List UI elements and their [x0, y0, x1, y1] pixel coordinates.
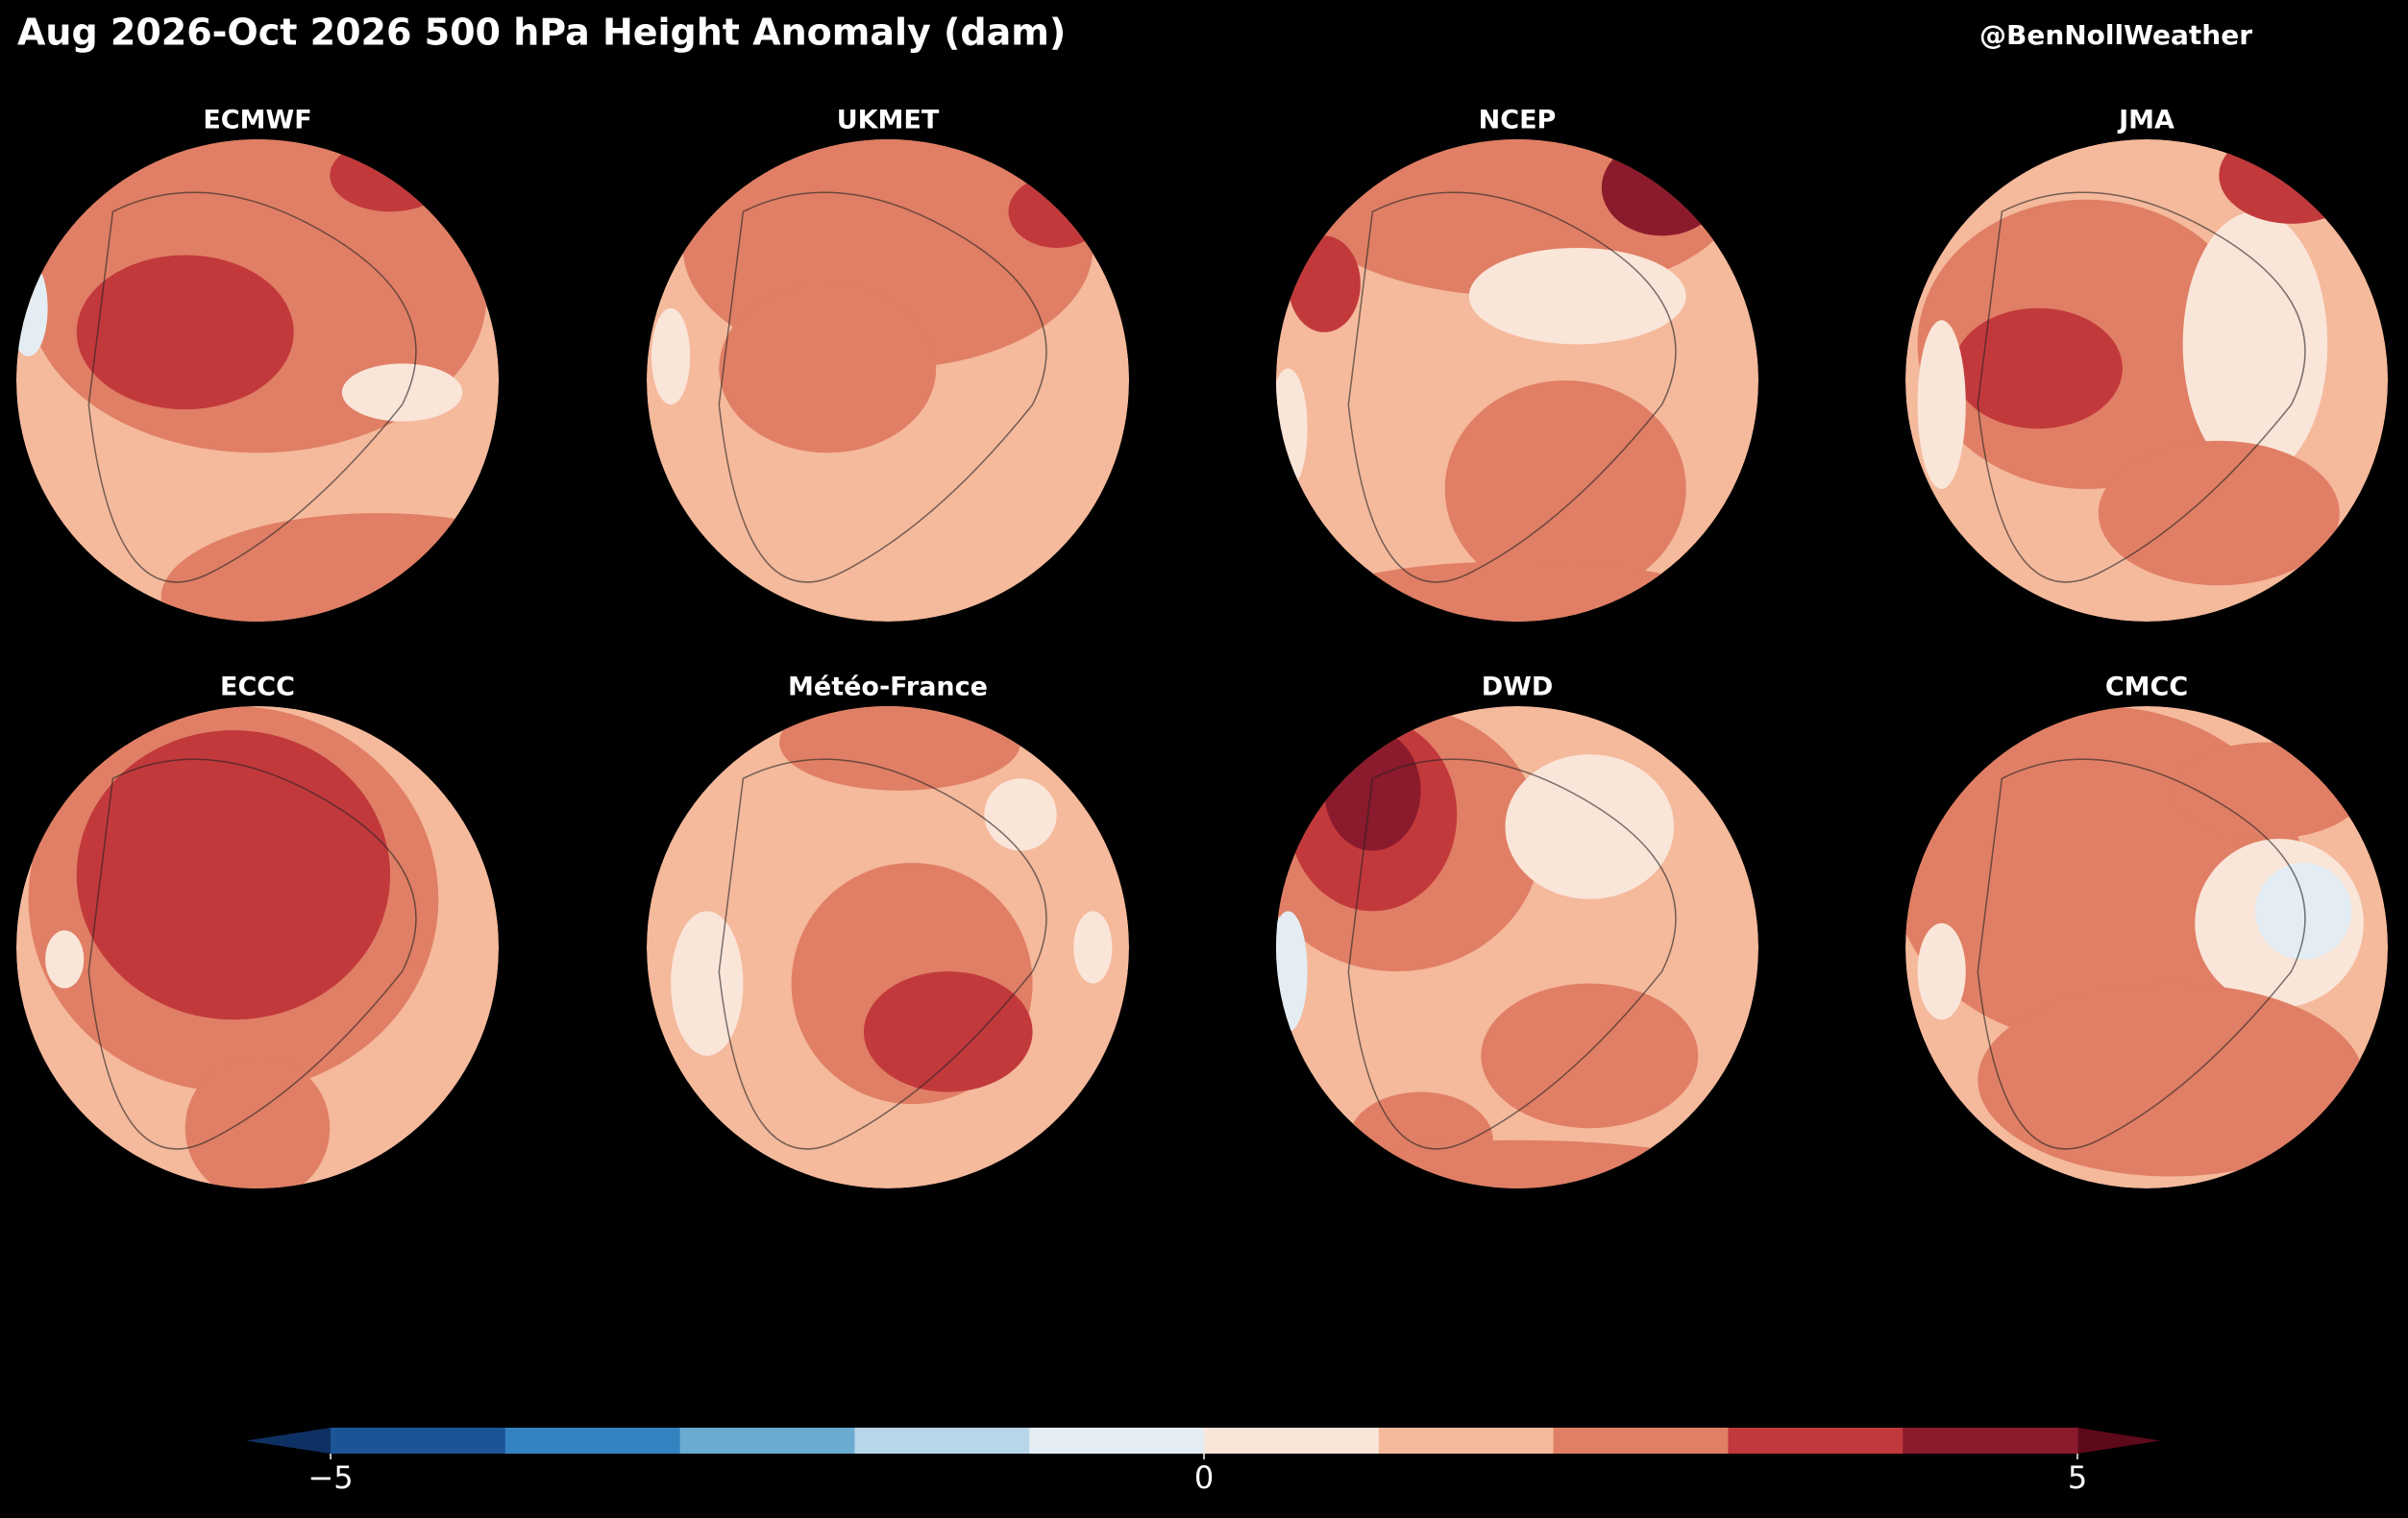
anomaly-area: [2098, 440, 2340, 586]
colorbar-tick-label: 0: [1194, 1459, 1214, 1496]
colorbar-segment: [504, 1428, 681, 1454]
panel-title: Météo-France: [788, 673, 988, 702]
globe: [647, 139, 1129, 622]
panel-title: DWD: [1482, 673, 1554, 702]
anomaly-area: [45, 930, 85, 989]
figure-title: Aug 2026-Oct 2026 500 hPa Height Anomaly…: [17, 12, 1066, 54]
anomaly-area: [76, 255, 294, 410]
anomaly-area: [1444, 380, 1686, 598]
coastline: [1977, 191, 2306, 583]
colorbar-segment: [331, 1428, 506, 1454]
coastline: [1977, 758, 2306, 1150]
coastline: [718, 758, 1047, 1150]
colorbar-extension-low: [246, 1428, 331, 1454]
coastline: [718, 191, 1047, 583]
anomaly-area: [671, 911, 744, 1056]
anomaly-area: [1468, 247, 1686, 345]
anomaly-area: [719, 283, 937, 453]
anomaly-area: [341, 363, 463, 422]
anomaly-area: [1481, 983, 1699, 1129]
globe: [1905, 706, 2388, 1188]
anomaly-area: [651, 307, 691, 405]
globe: [1276, 706, 1758, 1188]
anomaly-area: [863, 971, 1033, 1092]
coastline: [1347, 758, 1677, 1150]
anomaly-area: [1917, 320, 1966, 489]
anomaly-area: [2182, 211, 2328, 477]
colorbar-segment: [1553, 1428, 1729, 1454]
anomaly-area: [1073, 911, 1113, 984]
colorbar-segment: [1728, 1428, 1904, 1454]
globe: [647, 706, 1129, 1188]
panel-title: CMCC: [2105, 673, 2188, 702]
panel-title: NCEP: [1479, 106, 1557, 135]
anomaly-area: [1300, 1139, 1734, 1188]
anomaly-area: [1300, 561, 1734, 622]
anomaly-area: [1953, 307, 2123, 429]
anomaly-area: [2254, 863, 2352, 960]
panel-title: UKMET: [837, 106, 940, 135]
panel-title: ECCC: [220, 673, 295, 702]
colorbar-extension-high: [2077, 1428, 2160, 1454]
anomaly-area: [76, 730, 391, 1020]
credit: @BenNollWeather: [1979, 19, 2252, 51]
colorbar-segment: [1378, 1428, 1555, 1454]
anomaly-area: [184, 1055, 331, 1188]
colorbar-segment: [1029, 1428, 1205, 1454]
globe: [16, 706, 499, 1188]
anomaly-area: [1505, 754, 1675, 899]
anomaly-area: [1917, 922, 1966, 1020]
colorbar-segment: [854, 1428, 1030, 1454]
anomaly-area: [779, 706, 1021, 791]
colorbar-segment: [679, 1428, 855, 1454]
coastline: [1347, 191, 1677, 583]
anomaly-area: [1978, 983, 2364, 1177]
anomaly-area: [984, 778, 1057, 851]
panel-title: JMA: [2117, 106, 2175, 135]
colorbar-segment: [1204, 1428, 1380, 1454]
coastline: [87, 191, 417, 583]
colorbar-tick-label: −5: [307, 1459, 353, 1496]
coastline: [87, 758, 417, 1150]
panel-title: ECMWF: [203, 106, 311, 135]
colorbar-segment: [1903, 1428, 2078, 1454]
colorbar-tick-label: 5: [2068, 1459, 2087, 1496]
